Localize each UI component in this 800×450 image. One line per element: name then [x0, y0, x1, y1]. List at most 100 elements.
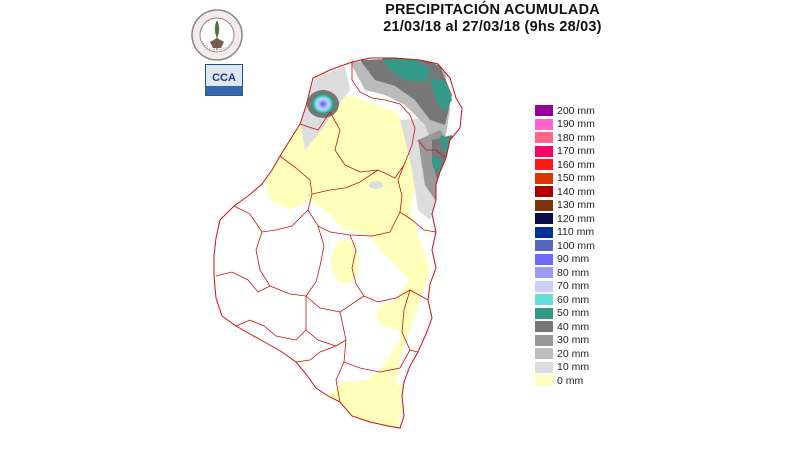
- legend-item: 10 mm: [535, 361, 595, 375]
- border-d1: [351, 62, 401, 105]
- legend-swatch: [535, 307, 553, 319]
- legend-label: 150 mm: [557, 172, 595, 185]
- legend-item: 150 mm: [535, 172, 595, 186]
- legend-item: 40 mm: [535, 320, 595, 334]
- legend-label: 200 mm: [557, 104, 595, 117]
- border-d8: [399, 211, 437, 233]
- legend-swatch: [535, 105, 553, 117]
- border-d4: [299, 111, 331, 131]
- border-d19: [401, 289, 419, 353]
- legend-swatch: [535, 159, 553, 171]
- legend-item: 0 mm: [535, 374, 595, 388]
- legend-item: 100 mm: [535, 239, 595, 253]
- legend-swatch: [535, 294, 553, 306]
- legend-label: 50 mm: [557, 307, 590, 320]
- bolsa-cereales-logo: [191, 9, 243, 61]
- cca-logo: CCA: [205, 64, 243, 96]
- border-d5: [279, 155, 313, 195]
- legend-swatch: [535, 321, 553, 333]
- legend-swatch: [535, 375, 553, 387]
- legend-item: 180 mm: [535, 131, 595, 145]
- border-d20: [343, 349, 411, 373]
- border-d10: [349, 234, 365, 297]
- legend-item: 190 mm: [535, 118, 595, 132]
- legend-label: 80 mm: [557, 266, 590, 279]
- legend-swatch: [535, 199, 553, 211]
- rain-50mm-north-1: [382, 58, 430, 82]
- border-d21: [295, 345, 337, 363]
- legend-swatch: [535, 253, 553, 265]
- legend-label: 170 mm: [557, 145, 595, 158]
- border-d15: [363, 289, 429, 303]
- legend-swatch: [535, 267, 553, 279]
- dry-patch-south: [332, 380, 412, 420]
- rain-50mm-east-spot-2: [432, 155, 442, 172]
- legend-label: 20 mm: [557, 347, 590, 360]
- rain-10mm-spot: [369, 181, 383, 189]
- rain-40mm-northeast: [360, 58, 452, 125]
- legend-swatch: [535, 240, 553, 252]
- legend-item: 170 mm: [535, 145, 595, 159]
- legend-label: 110 mm: [557, 226, 595, 239]
- legend-swatch: [535, 361, 553, 373]
- legend-item: 140 mm: [535, 185, 595, 199]
- border-d2: [397, 103, 416, 213]
- title-line-2: 21/03/18 al 27/03/18 (9hs 28/03): [383, 19, 602, 35]
- legend-label: 10 mm: [557, 361, 590, 374]
- border-d12: [255, 231, 307, 297]
- legend-item: 90 mm: [535, 253, 595, 267]
- legend-label: 40 mm: [557, 320, 590, 333]
- legend-item: 130 mm: [535, 199, 595, 213]
- dry-patch-center: [377, 301, 413, 329]
- legend-swatch: [535, 280, 553, 292]
- dry-area-north-central: [265, 95, 430, 428]
- legend-swatch: [535, 213, 553, 225]
- border-d7: [307, 193, 401, 237]
- border-d17: [305, 329, 347, 347]
- title-line-1: PRECIPITACIÓN ACUMULADA: [385, 2, 600, 18]
- precipitation-legend: 200 mm 190 mm 180 mm 170 mm 160 mm 150 mm 140 …: [535, 104, 595, 388]
- department-borders: [215, 62, 447, 403]
- legend-swatch: [535, 334, 553, 346]
- rain-50mm-north-2: [430, 78, 452, 112]
- legend-label: 0 mm: [557, 374, 584, 387]
- legend-item: 50 mm: [535, 307, 595, 321]
- precipitation-layers: [265, 58, 458, 428]
- legend-label: 160 mm: [557, 158, 595, 171]
- legend-label: 190 mm: [557, 118, 595, 131]
- legend-swatch: [535, 226, 553, 238]
- legend-label: 70 mm: [557, 280, 590, 293]
- map-title: PRECIPITACIÓN ACUMULADA 21/03/18 al 27/0…: [380, 2, 605, 36]
- border-d3: [329, 111, 405, 179]
- border-d9: [233, 205, 309, 233]
- legend-swatch: [535, 145, 553, 157]
- legend-item: 110 mm: [535, 226, 595, 240]
- legend-label: 90 mm: [557, 253, 590, 266]
- legend-label: 140 mm: [557, 185, 595, 198]
- hotspot-core: [311, 93, 335, 115]
- legend-label: 130 mm: [557, 199, 595, 212]
- dry-patch-west: [331, 240, 359, 284]
- legend-swatch: [535, 132, 553, 144]
- legend-item: 200 mm: [535, 104, 595, 118]
- border-d11: [305, 225, 325, 297]
- legend-label: 120 mm: [557, 212, 595, 225]
- legend-swatch: [535, 172, 553, 184]
- legend-item: 160 mm: [535, 158, 595, 172]
- cca-logo-text: CCA: [212, 72, 236, 84]
- border-d22: [417, 139, 447, 159]
- legend-item: 30 mm: [535, 334, 595, 348]
- legend-item: 80 mm: [535, 266, 595, 280]
- legend-swatch: [535, 118, 553, 130]
- legend-label: 180 mm: [557, 131, 595, 144]
- legend-swatch: [535, 186, 553, 198]
- legend-item: 70 mm: [535, 280, 595, 294]
- legend-label: 100 mm: [557, 239, 595, 252]
- legend-label: 60 mm: [557, 293, 590, 306]
- border-d13: [215, 271, 271, 293]
- legend-swatch: [535, 348, 553, 360]
- legend-item: 120 mm: [535, 212, 595, 226]
- legend-item: 60 mm: [535, 293, 595, 307]
- border-d6: [311, 169, 379, 195]
